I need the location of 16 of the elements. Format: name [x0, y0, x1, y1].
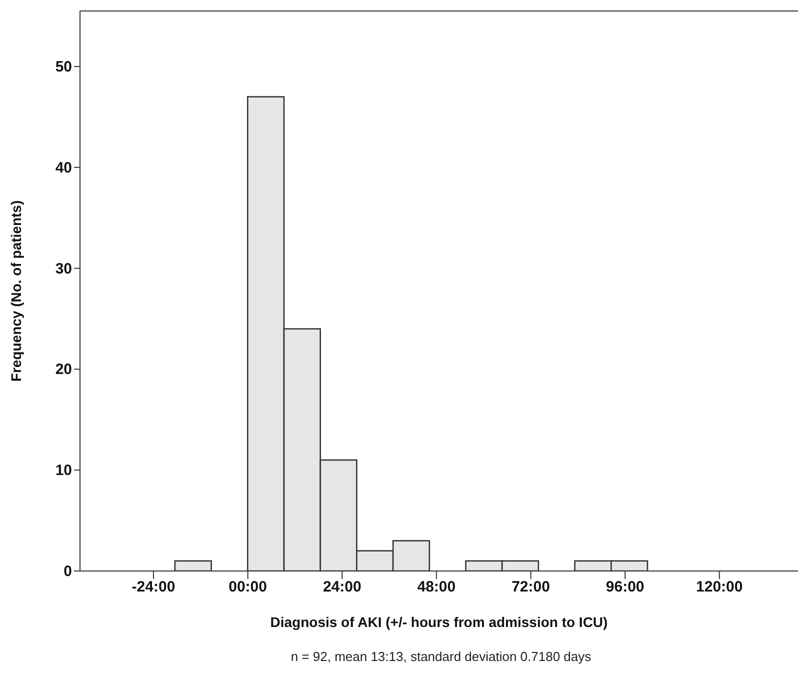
y-tick-label: 20 [55, 361, 72, 378]
x-tick-label: 24:00 [322, 578, 362, 596]
text: n = 92, mean 13:13, standard deviation 0.7180 days [290, 649, 592, 664]
y-tick-label: 40 [55, 159, 72, 176]
y-axis-title: Frequency (No. of patients) [8, 200, 24, 382]
x-axis-title: Diagnosis of AKI (+/- hours from admission to ICU) [270, 614, 608, 630]
y-tick-label: 30 [55, 260, 72, 278]
x-tick-label: 96:00 [606, 578, 644, 596]
x-tick-label: 72:00 [512, 578, 550, 596]
x-tick-label: 48:00 [417, 578, 456, 596]
y-tick-label: 50 [55, 58, 72, 76]
x-tick-label: -24:00 [132, 578, 176, 596]
y-tick-label: 0 [64, 563, 72, 580]
x-tick-label: 00:00 [228, 578, 267, 596]
x-tick-label: 120:00 [696, 578, 743, 596]
y-tick-label: 10 [55, 462, 72, 480]
